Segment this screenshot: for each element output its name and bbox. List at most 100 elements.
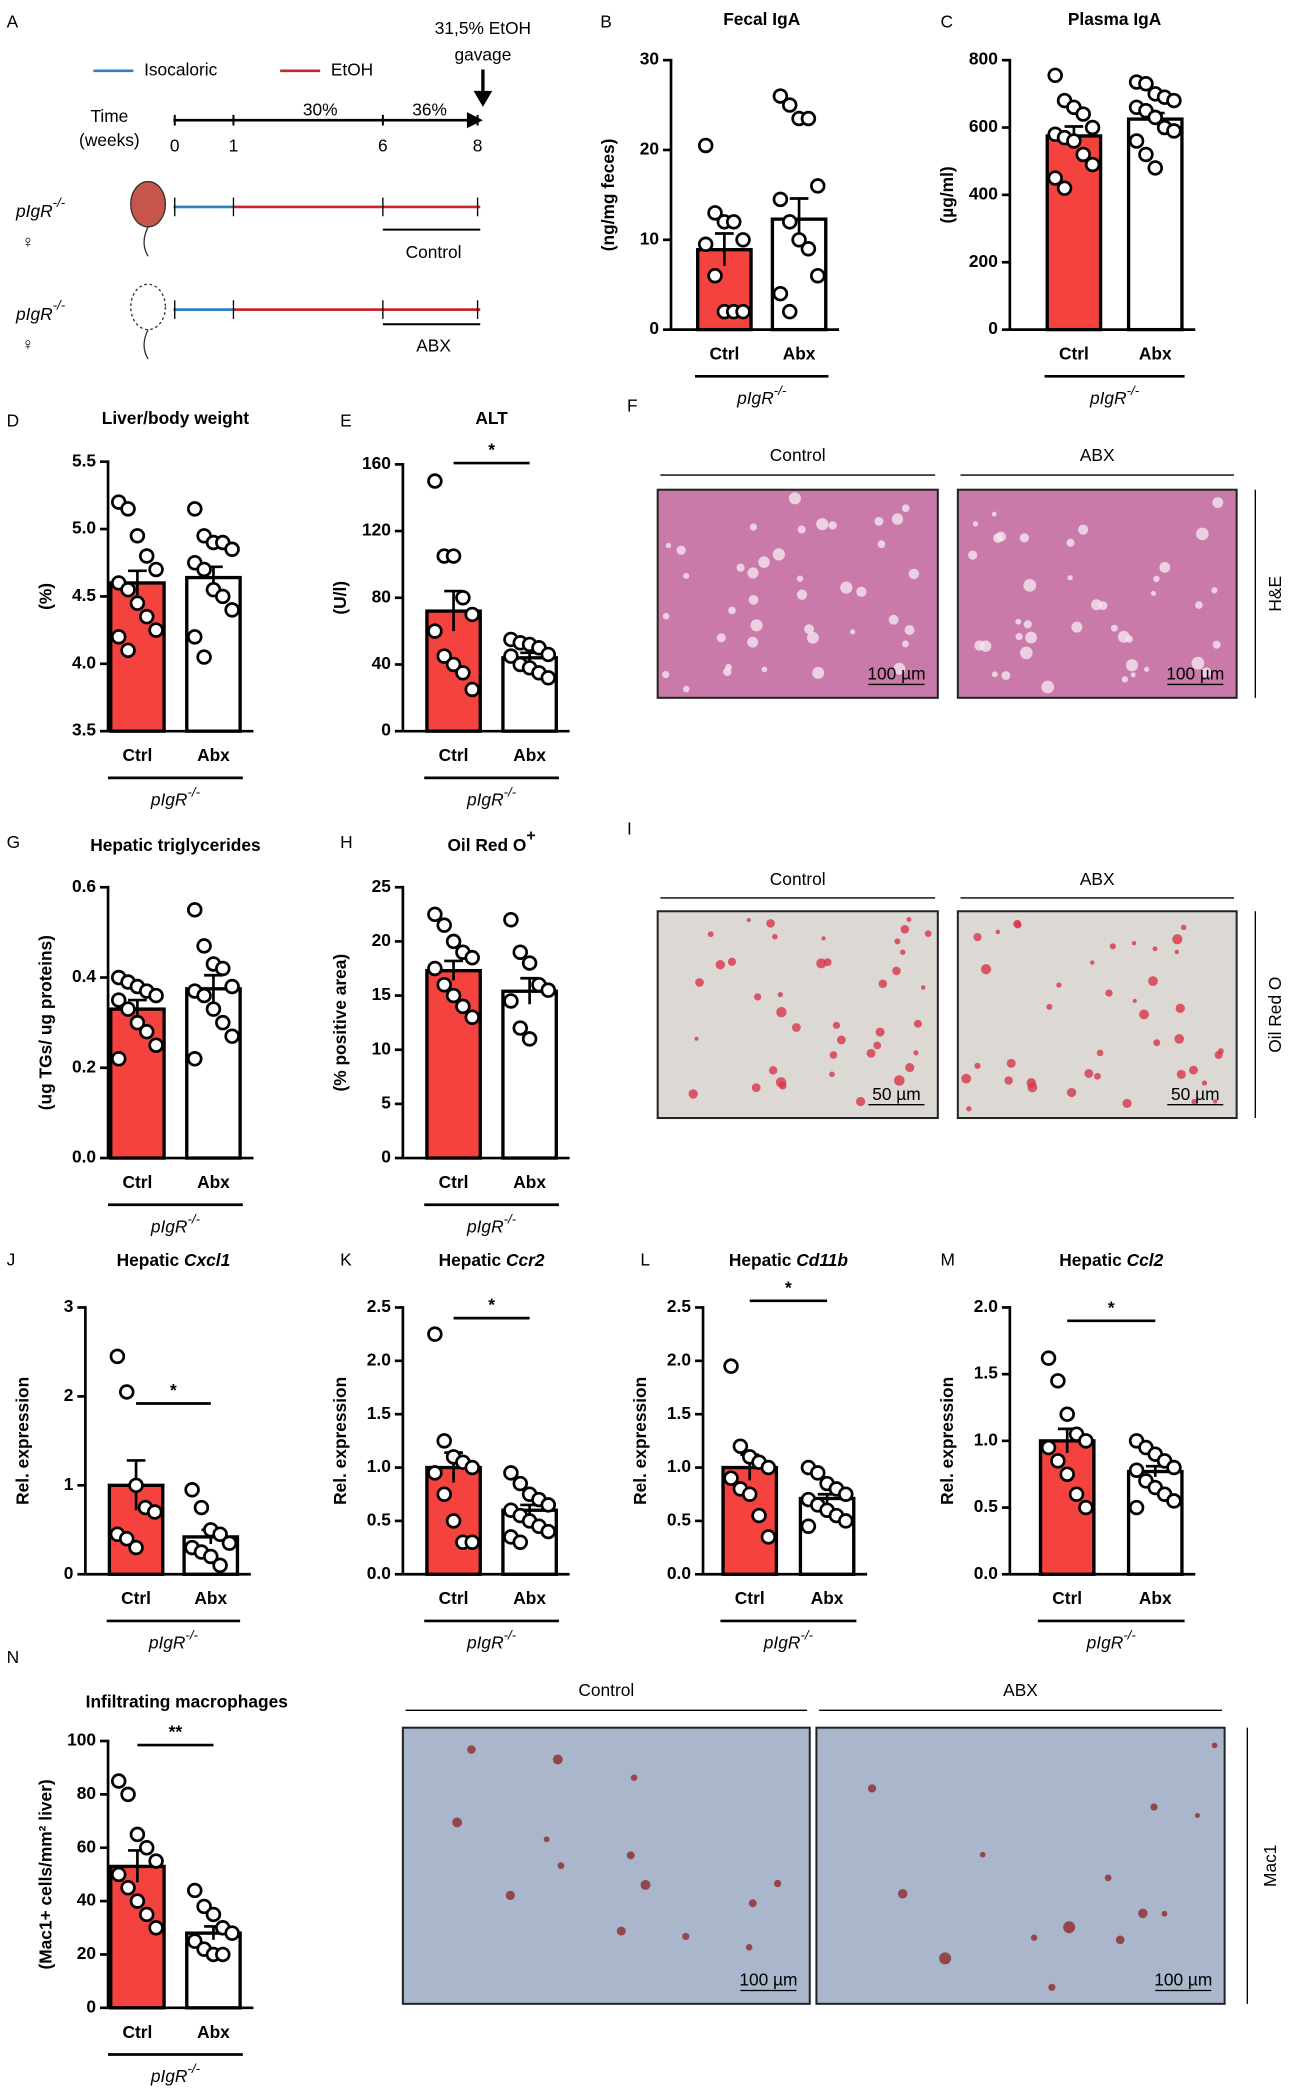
stain (1196, 527, 1209, 541)
stain (640, 1879, 651, 1890)
data-point (455, 665, 471, 681)
y-tick-label: 5.5 (72, 450, 96, 470)
data-point (187, 1882, 203, 1899)
bar (185, 987, 242, 1160)
stain (1013, 919, 1022, 928)
data-point (215, 960, 231, 977)
chart-title: Fecal IgA (723, 9, 801, 29)
stain (1084, 1069, 1094, 1078)
stain (972, 521, 979, 527)
y-tick-label: 1.0 (974, 1429, 998, 1449)
y-tick-label: 15 (372, 984, 392, 1004)
stain (866, 1048, 876, 1058)
y-axis-label: Rel. expression (13, 1377, 33, 1505)
data-point (196, 649, 212, 665)
stain (773, 1879, 782, 1888)
group: pIgR (150, 1216, 188, 1236)
data-point (193, 1499, 210, 1516)
y-tick-label: 0.0 (974, 1563, 998, 1583)
stain (776, 1006, 787, 1018)
data-point (445, 933, 462, 950)
title: Fecal IgA (723, 9, 801, 29)
stain (766, 919, 775, 928)
data-point (212, 1526, 228, 1542)
group-label: pIgR-/- (763, 1627, 814, 1652)
scale-label: 100 µm (1166, 664, 1224, 684)
stain (1122, 1098, 1132, 1108)
data-point (464, 606, 480, 623)
micrograph (956, 910, 1238, 1120)
panel-letter: D (7, 410, 20, 430)
stain (924, 930, 932, 937)
y-tick-label: 0 (381, 720, 391, 740)
stain (772, 548, 786, 561)
stain (821, 936, 826, 941)
stain (812, 666, 825, 679)
x-tick-label: Ctrl (439, 1172, 469, 1192)
data-point (1128, 1462, 1145, 1478)
stain (980, 964, 992, 975)
stain (1078, 524, 1089, 535)
y-tick-label: 4.0 (72, 652, 96, 672)
stain (1174, 1034, 1185, 1044)
panel-letter: A (7, 11, 19, 31)
data-point (110, 992, 127, 1008)
panel-letter: J (7, 1249, 16, 1269)
data-point (1138, 146, 1154, 163)
data-point (1059, 1406, 1075, 1422)
stain (778, 1081, 787, 1090)
stain (1174, 949, 1180, 955)
x-tick-label: Abx (197, 2022, 230, 2042)
x-tick-label: Abx (1139, 1588, 1172, 1608)
stain (552, 1754, 563, 1765)
title-sup: + (526, 828, 535, 845)
stain (850, 629, 856, 635)
mouse-tail (143, 226, 149, 257)
data-point (148, 561, 164, 578)
stain (891, 513, 904, 525)
stain (1066, 1087, 1077, 1098)
stain (707, 931, 714, 938)
data-point (445, 656, 462, 673)
stain (898, 1889, 908, 1899)
data-point (1059, 1466, 1075, 1482)
data-point (129, 528, 146, 544)
data-point (782, 214, 798, 230)
x-tick-label: Abx (1139, 344, 1172, 364)
stain (979, 640, 992, 652)
data-point (224, 602, 240, 618)
data-point (120, 501, 136, 517)
data-point (697, 236, 714, 253)
data-point (184, 1482, 200, 1498)
stain (1004, 1076, 1013, 1085)
x-tick-label: Abx (513, 745, 546, 765)
stain (1150, 1803, 1158, 1811)
stain (1194, 1812, 1200, 1818)
group: pIgR (150, 2066, 188, 2086)
stain (1096, 1049, 1104, 1057)
x-tick-label: Ctrl (122, 745, 152, 765)
data-point (1047, 170, 1063, 186)
stain (1067, 575, 1073, 581)
data-point (772, 88, 789, 104)
stain (772, 933, 778, 940)
panel-letter: E (340, 410, 352, 430)
title: Hepatic (439, 1249, 506, 1269)
data-point (120, 1786, 136, 1803)
data-point (1050, 1453, 1066, 1469)
data-point (215, 1946, 231, 1963)
data-point (512, 1534, 529, 1550)
stain (751, 1083, 761, 1093)
data-point (1147, 109, 1163, 126)
data-point (810, 1465, 826, 1481)
data-point (147, 1504, 163, 1520)
bar (109, 1864, 166, 2010)
stain (973, 933, 982, 942)
panel-letter: F (627, 396, 638, 416)
y-tick-label: 0.0 (367, 1563, 391, 1583)
stain (1117, 630, 1130, 643)
stain (665, 542, 672, 549)
stain (1211, 1742, 1218, 1749)
title: Plasma IgA (1068, 9, 1162, 29)
column-label: ABX (1003, 1680, 1038, 1700)
